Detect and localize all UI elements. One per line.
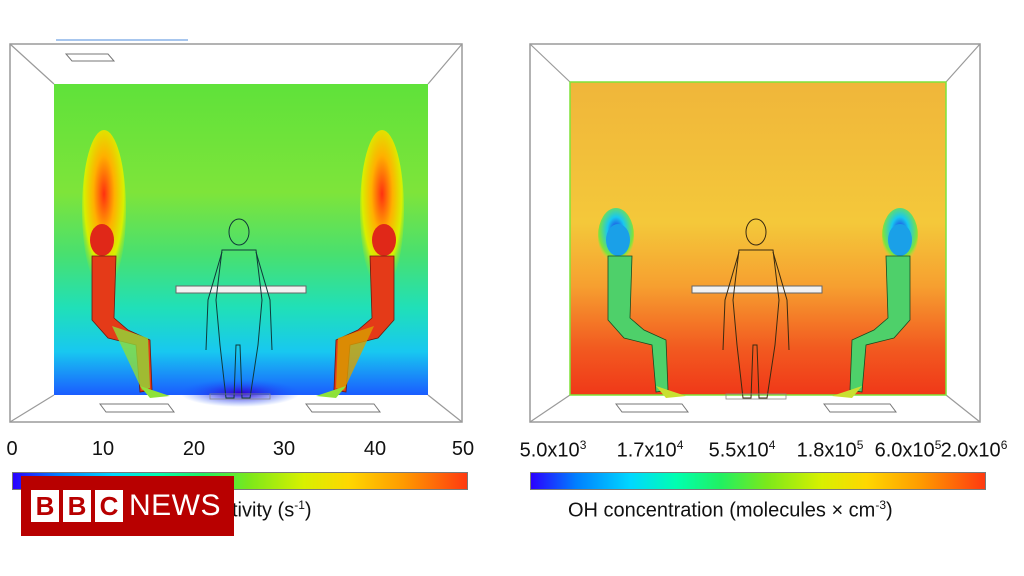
logo-letter: B — [63, 490, 91, 522]
seated-person-right — [832, 224, 912, 398]
tick-label: 6.0x105 — [874, 438, 942, 462]
table — [691, 285, 823, 294]
tick-label: 0 — [6, 438, 18, 460]
tick-label: 30 — [272, 438, 296, 460]
seated-person-left — [90, 224, 170, 398]
right-colorbar-ticks: 5.0x103 1.7x104 5.5x104 1.8x105 6.0x105 … — [512, 438, 1024, 464]
tick-label: 50 — [451, 438, 475, 460]
logo-letter: B — [31, 490, 59, 522]
left-room-render — [9, 39, 463, 423]
tick-label: 2.0x106 — [940, 438, 1008, 462]
logo-word: NEWS — [129, 489, 221, 522]
bbc-news-logo: B B C NEWS — [21, 476, 234, 536]
standing-person-center — [722, 218, 790, 399]
seated-person-left — [606, 224, 686, 398]
tick-label: 5.0x103 — [519, 438, 587, 462]
right-room-render — [529, 43, 981, 423]
standing-person-center — [205, 218, 273, 399]
table — [175, 285, 307, 294]
left-colorbar-ticks: 0 10 20 30 40 50 — [0, 438, 512, 464]
tick-label: 5.5x104 — [708, 438, 776, 462]
right-colorbar-label: OH concentration (molecules × cm-3) — [568, 498, 893, 522]
tick-label: 20 — [182, 438, 206, 460]
tick-label: 1.8x105 — [796, 438, 864, 462]
seated-person-right — [316, 224, 396, 398]
tick-label: 1.7x104 — [616, 438, 684, 462]
right-panel: 5.0x103 1.7x104 5.5x104 1.8x105 6.0x105 … — [512, 0, 1024, 576]
left-colorbar-label: tivity (s-1) — [232, 498, 312, 522]
left-panel: 0 10 20 30 40 50 tivity (s-1) — [0, 39, 512, 522]
tick-label: 10 — [91, 438, 115, 460]
right-colorbar — [530, 472, 986, 490]
tick-label: 40 — [363, 438, 387, 460]
logo-letter: C — [95, 490, 123, 522]
